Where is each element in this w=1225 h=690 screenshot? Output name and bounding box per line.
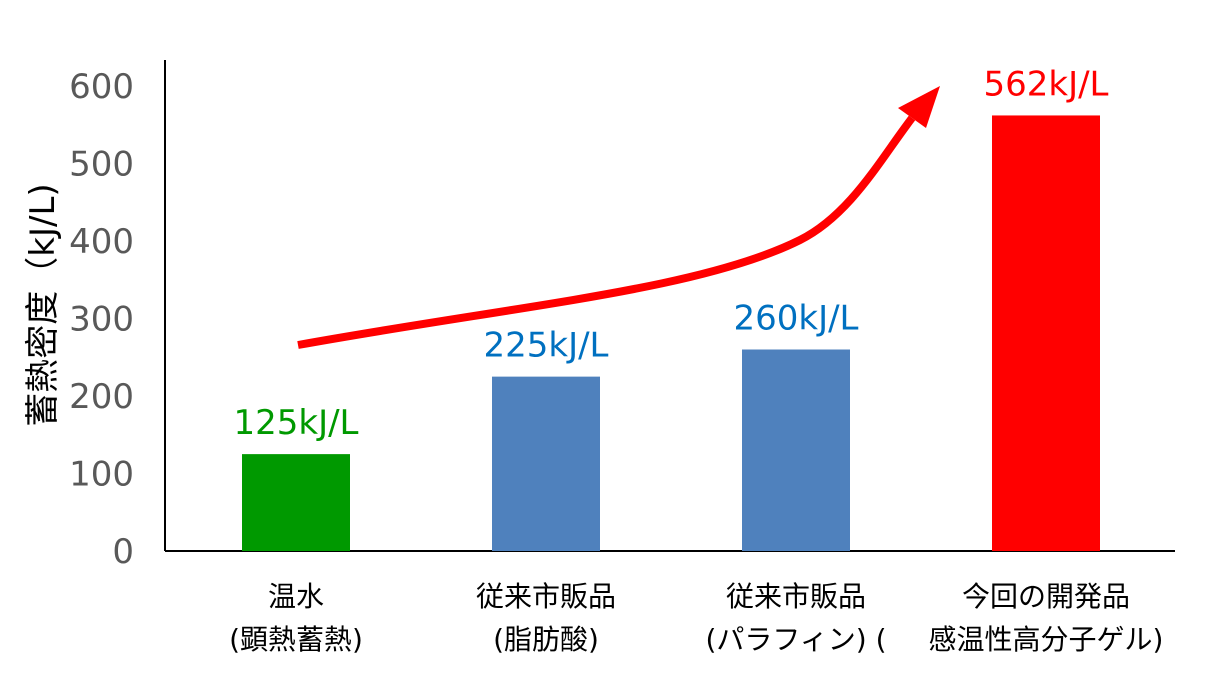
x-category-label: 従来市販品 (726, 580, 866, 613)
y-tick-label: 400 (69, 222, 134, 262)
bar (492, 376, 600, 551)
data-label: 562kJ/L (983, 64, 1108, 104)
y-axis-title: 蓄熱密度（kJ/L) (23, 183, 63, 426)
x-category-label: (脂肪酸) (493, 623, 599, 656)
y-tick-label: 600 (69, 67, 134, 107)
x-category-label: (顕熱蓄熱) (229, 623, 363, 656)
bar (992, 115, 1100, 551)
axes: 0 100 200 300 400 500 600 蓄熱密度（kJ/L) (23, 60, 1175, 572)
bar (742, 349, 850, 551)
x-category-label: 従来市販品 (476, 580, 616, 613)
labels: 125kJ/L 温水 (顕熱蓄熱) 225kJ/L 従来市販品 (脂肪酸) 260kJ/L 従… (229, 64, 1163, 656)
y-tick-label: 500 (69, 145, 134, 185)
x-category-label: 今回の開発品 (962, 580, 1130, 613)
y-tick-label: 100 (69, 455, 134, 495)
y-tick-label: 0 (112, 532, 134, 572)
trend-arrow-head (898, 86, 940, 128)
y-tick-label: 300 (69, 300, 134, 340)
bars (242, 115, 1100, 551)
y-tick-label: 200 (69, 377, 134, 417)
data-label: 125kJ/L (233, 403, 358, 443)
data-label: 260kJ/L (733, 299, 858, 339)
x-category-label: (パラフィン) ( (705, 623, 886, 656)
data-label: 225kJ/L (483, 326, 608, 366)
bar (242, 454, 350, 551)
x-category-label: 温水 (268, 580, 324, 613)
x-category-label: 感温性高分子ゲル) (929, 623, 1164, 656)
trend-annotation (297, 86, 940, 349)
trend-arrow-line (297, 115, 916, 349)
